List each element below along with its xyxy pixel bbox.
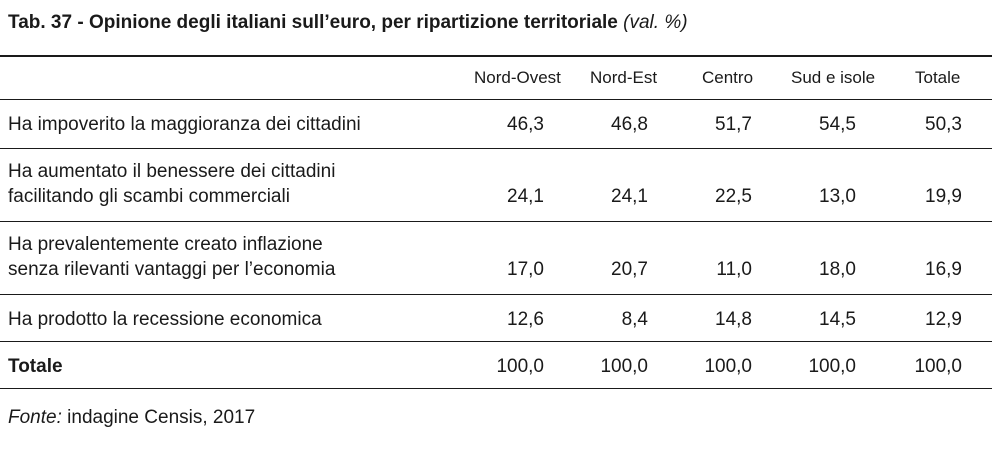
- table-cell: 14,8: [715, 309, 752, 330]
- table-cell: 20,7: [611, 259, 648, 280]
- row-rule: [0, 148, 992, 149]
- top-rule: [0, 55, 992, 57]
- col-header-totale: Totale: [915, 68, 961, 87]
- row-label-recessione: Ha prodotto la recessione economica: [8, 307, 322, 332]
- row-rule: [0, 221, 992, 222]
- source-text: indagine Censis, 2017: [61, 407, 256, 428]
- row-label-line: senza rilevanti vantaggi per l’economia: [8, 259, 336, 280]
- table-cell: 24,1: [611, 186, 648, 207]
- table-cell: 17,0: [507, 259, 544, 280]
- table-cell: 12,9: [925, 309, 962, 330]
- row-label-line: Ha impoverito la maggioranza dei cittadi…: [8, 114, 361, 135]
- row-label-impoverito: Ha impoverito la maggioranza dei cittadi…: [8, 112, 361, 137]
- row-label-totale: Totale: [8, 356, 63, 377]
- col-header-sud-e-isole: Sud e isole: [791, 68, 876, 87]
- source-label: Fonte:: [8, 407, 62, 428]
- header-rule: [0, 99, 992, 100]
- col-header-nord-est: Nord-Est: [590, 68, 658, 87]
- table-title-text: Tab. 37 - Opinione degli italiani sull’e…: [8, 12, 618, 33]
- table-unit: (val. %): [623, 12, 688, 33]
- table-cell: 22,5: [715, 186, 752, 207]
- row-label-line: Ha prevalentemente creato inflazione: [8, 234, 323, 255]
- table-cell: 8,4: [621, 309, 648, 330]
- total-cell: 100,0: [704, 356, 752, 377]
- table-cell: 12,6: [507, 309, 544, 330]
- total-cell: 100,0: [600, 356, 648, 377]
- row-label-line: Ha aumentato il benessere dei cittadini: [8, 161, 336, 182]
- table-cell: 50,3: [925, 114, 962, 135]
- row-rule: [0, 341, 992, 342]
- table-cell: 24,1: [507, 186, 544, 207]
- table-cell: 18,0: [819, 259, 856, 280]
- col-header-nord-ovest: Nord-Ovest: [474, 68, 561, 87]
- table-cell: 11,0: [716, 259, 752, 280]
- total-cell: 100,0: [496, 356, 544, 377]
- col-header-centro: Centro: [702, 68, 754, 87]
- table-cell: 19,9: [925, 186, 962, 207]
- total-cell: 100,0: [808, 356, 856, 377]
- row-label-benessere: Ha aumentato il benessere dei cittadini …: [8, 159, 335, 209]
- row-label-line: Ha prodotto la recessione economica: [8, 309, 322, 330]
- table-cell: 14,5: [819, 309, 856, 330]
- table-cell: 51,7: [715, 114, 752, 135]
- total-cell: 100,0: [914, 356, 962, 377]
- table-cell: 13,0: [819, 186, 856, 207]
- row-label-inflazione: Ha prevalentemente creato inflazione sen…: [8, 232, 335, 282]
- row-rule: [0, 294, 992, 295]
- table-title: Tab. 37 - Opinione degli italiani sull’e…: [8, 12, 688, 34]
- row-label-line: facilitando gli scambi commerciali: [8, 186, 290, 207]
- table-cell: 46,3: [507, 114, 544, 135]
- table-cell: 16,9: [925, 259, 962, 280]
- source-note: Fonte: indagine Censis, 2017: [8, 407, 255, 429]
- bottom-rule: [0, 388, 992, 389]
- table-cell: 54,5: [819, 114, 856, 135]
- table-cell: 46,8: [611, 114, 648, 135]
